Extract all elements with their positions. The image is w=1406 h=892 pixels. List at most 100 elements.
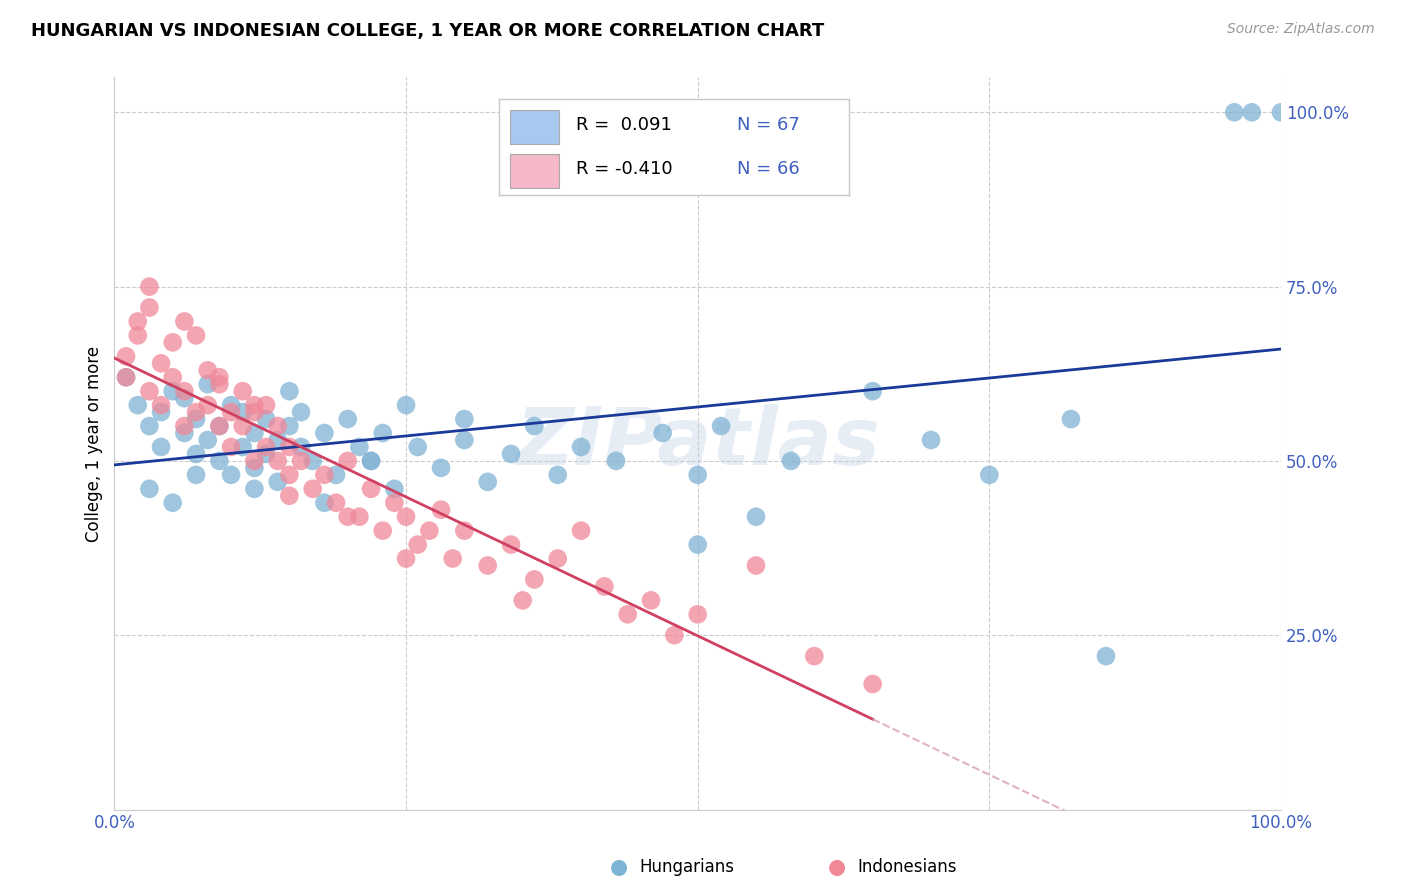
Point [278,384,301,399]
Point [138,419,160,434]
Point [523,573,546,587]
Point [593,579,616,593]
Point [745,509,768,524]
Point [173,384,195,399]
Point [512,593,534,607]
Point [219,405,242,419]
Point [115,370,138,384]
Point [349,509,371,524]
Point [232,405,254,419]
Point [115,349,138,363]
Point [314,425,336,440]
Point [418,524,440,538]
Point [499,447,522,461]
Point [360,454,382,468]
Point [803,649,825,664]
Text: ●: ● [828,857,845,877]
Point [138,384,160,399]
Point [349,440,371,454]
Text: Hungarians: Hungarians [640,858,735,876]
Point [197,377,219,392]
Point [406,538,429,552]
Point [1223,105,1246,120]
Point [686,467,709,482]
Point [523,419,546,434]
Point [278,419,301,434]
Point [686,538,709,552]
Point [395,551,418,566]
Point [686,607,709,622]
Point [127,314,149,328]
Point [243,454,266,468]
Point [127,328,149,343]
Point [254,412,277,426]
Point [267,475,290,489]
Point [499,538,522,552]
Point [862,677,884,691]
Point [616,607,638,622]
Point [336,454,359,468]
Point [208,454,231,468]
Point [173,391,195,405]
Point [547,551,569,566]
Point [1270,105,1292,120]
Point [360,482,382,496]
Point [184,405,207,419]
Text: Source: ZipAtlas.com: Source: ZipAtlas.com [1227,22,1375,37]
Y-axis label: College, 1 year or more: College, 1 year or more [86,345,103,541]
Point [162,496,184,510]
Point [314,496,336,510]
Point [1060,412,1083,426]
Point [301,482,323,496]
Point [453,433,475,447]
Point [862,384,884,399]
Point [290,454,312,468]
Point [243,405,266,419]
Point [406,440,429,454]
Text: ZIPatlas: ZIPatlas [515,404,880,483]
Point [219,440,242,454]
Point [605,454,627,468]
Point [382,496,405,510]
Point [651,425,673,440]
Point [780,454,803,468]
Text: HUNGARIAN VS INDONESIAN COLLEGE, 1 YEAR OR MORE CORRELATION CHART: HUNGARIAN VS INDONESIAN COLLEGE, 1 YEAR … [31,22,824,40]
Point [208,377,231,392]
Point [1240,105,1263,120]
Point [547,467,569,482]
Point [150,398,173,412]
Point [360,454,382,468]
Point [173,419,195,434]
Point [184,447,207,461]
Point [115,370,138,384]
Point [430,502,453,516]
Point [290,440,312,454]
Point [441,551,464,566]
Point [290,405,312,419]
Point [232,384,254,399]
Point [920,433,942,447]
Point [254,447,277,461]
Point [138,482,160,496]
Point [254,440,277,454]
Point [162,384,184,399]
Point [184,328,207,343]
Point [382,482,405,496]
Point [278,489,301,503]
Point [162,335,184,350]
Point [371,425,394,440]
Point [138,301,160,315]
Point [232,440,254,454]
Point [208,419,231,434]
Point [325,467,347,482]
Point [197,398,219,412]
Point [710,419,733,434]
Point [267,419,290,434]
Point [453,412,475,426]
Point [325,496,347,510]
Point [477,558,499,573]
Point [208,419,231,434]
Point [1095,649,1118,664]
Point [150,356,173,370]
Point [232,419,254,434]
